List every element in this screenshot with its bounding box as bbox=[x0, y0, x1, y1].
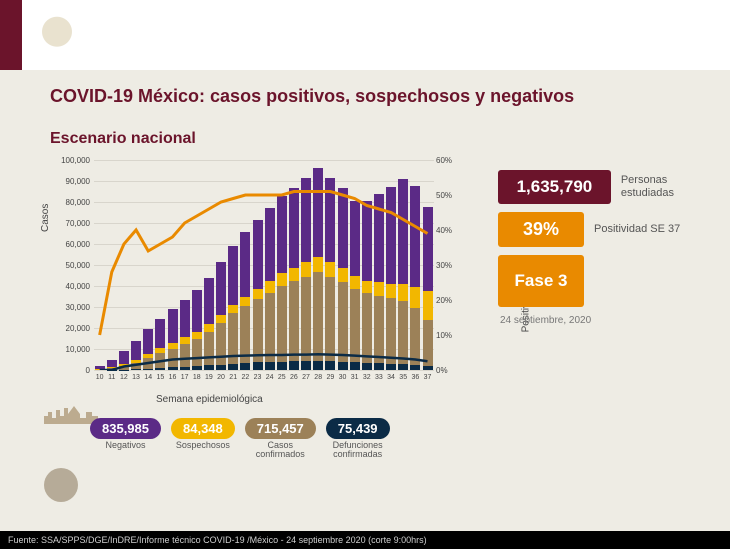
xtick-21: 21 bbox=[227, 374, 239, 381]
stat-label-0: Negativos bbox=[105, 441, 145, 450]
stat-label-1: Sospechosos bbox=[176, 441, 230, 450]
xtick-19: 19 bbox=[203, 374, 215, 381]
stat-value-2: 715,457 bbox=[245, 418, 316, 439]
ytick-right-5: 50% bbox=[436, 191, 462, 200]
stat-1: 84,348 Sospechosos bbox=[171, 418, 235, 460]
xtick-24: 24 bbox=[264, 374, 276, 381]
national-chart: Casos Positividad Semana epidemiológica … bbox=[46, 152, 476, 417]
seal-icon bbox=[24, 2, 90, 68]
personas-label: Personas estudiadas bbox=[621, 174, 710, 199]
ytick-left-10: 100,000 bbox=[58, 156, 90, 165]
ytick-right-1: 10% bbox=[436, 331, 462, 340]
xtick-34: 34 bbox=[385, 374, 397, 381]
fase-value: Fase 3 bbox=[498, 255, 584, 307]
xtick-12: 12 bbox=[118, 374, 130, 381]
ytick-left-3: 30,000 bbox=[58, 303, 90, 312]
stats-row: 835,985 Negativos 84,348 Sospechosos 715,457… bbox=[90, 418, 390, 460]
xtick-23: 23 bbox=[252, 374, 264, 381]
ytick-left-9: 90,000 bbox=[58, 177, 90, 186]
stat-value-3: 75,439 bbox=[326, 418, 390, 439]
xtick-33: 33 bbox=[373, 374, 385, 381]
side-panel: 1,635,790 Personas estudiadas 39% Positi… bbox=[498, 170, 710, 326]
xtick-14: 14 bbox=[142, 374, 154, 381]
stat-label-2: Casosconfirmados bbox=[256, 441, 305, 460]
ytick-left-0: 0 bbox=[58, 366, 90, 375]
xtick-31: 31 bbox=[349, 374, 361, 381]
ytick-left-6: 60,000 bbox=[58, 240, 90, 249]
ytick-right-2: 20% bbox=[436, 296, 462, 305]
stat-2: 715,457 Casosconfirmados bbox=[245, 418, 316, 460]
page-title: COVID-19 México: casos positivos, sospec… bbox=[50, 86, 574, 107]
personas-card: 1,635,790 Personas estudiadas bbox=[498, 170, 710, 204]
positividad-value: 39% bbox=[498, 212, 584, 247]
positividad-label: Positividad SE 37 bbox=[594, 223, 680, 236]
stat-3: 75,439 Defuncionesconfirmadas bbox=[326, 418, 390, 460]
xtick-29: 29 bbox=[324, 374, 336, 381]
xtick-25: 25 bbox=[276, 374, 288, 381]
xtick-27: 27 bbox=[300, 374, 312, 381]
xtick-35: 35 bbox=[397, 374, 409, 381]
xtick-15: 15 bbox=[154, 374, 166, 381]
ytick-right-4: 40% bbox=[436, 226, 462, 235]
x-axis-label: Semana epidemiológica bbox=[156, 394, 263, 405]
page-subtitle: Escenario nacional bbox=[50, 130, 196, 148]
xtick-10: 10 bbox=[94, 374, 106, 381]
xtick-32: 32 bbox=[361, 374, 373, 381]
header-stripe bbox=[0, 0, 22, 70]
stat-value-0: 835,985 bbox=[90, 418, 161, 439]
ytick-left-5: 50,000 bbox=[58, 261, 90, 270]
xtick-16: 16 bbox=[167, 374, 179, 381]
xtick-22: 22 bbox=[239, 374, 251, 381]
xtick-20: 20 bbox=[215, 374, 227, 381]
xtick-17: 17 bbox=[179, 374, 191, 381]
ytick-right-0: 0% bbox=[436, 366, 462, 375]
lines-overlay bbox=[94, 160, 434, 370]
xtick-36: 36 bbox=[409, 374, 421, 381]
xtick-11: 11 bbox=[106, 374, 118, 381]
ytick-left-2: 20,000 bbox=[58, 324, 90, 333]
source-footer: Fuente: SSA/SPPS/DGE/InDRE/Informe técni… bbox=[0, 531, 730, 549]
ytick-left-8: 80,000 bbox=[58, 198, 90, 207]
ytick-left-1: 10,000 bbox=[58, 345, 90, 354]
positividad-card: 39% Positividad SE 37 bbox=[498, 212, 710, 247]
xtick-13: 13 bbox=[130, 374, 142, 381]
header-bar bbox=[0, 0, 730, 70]
stat-0: 835,985 Negativos bbox=[90, 418, 161, 460]
xtick-37: 37 bbox=[422, 374, 434, 381]
plot-area bbox=[94, 160, 434, 370]
personas-value: 1,635,790 bbox=[498, 170, 611, 204]
xtick-28: 28 bbox=[312, 374, 324, 381]
side-date: 24 septiembre, 2020 bbox=[500, 315, 710, 326]
ytick-left-4: 40,000 bbox=[58, 282, 90, 291]
gov-seal-icon bbox=[44, 468, 78, 502]
xtick-26: 26 bbox=[288, 374, 300, 381]
xtick-18: 18 bbox=[191, 374, 203, 381]
ytick-right-6: 60% bbox=[436, 156, 462, 165]
fase-card: Fase 3 bbox=[498, 255, 710, 307]
y-axis-left-label: Casos bbox=[40, 204, 51, 232]
ytick-right-3: 30% bbox=[436, 261, 462, 270]
stat-value-1: 84,348 bbox=[171, 418, 235, 439]
stat-label-3: Defuncionesconfirmadas bbox=[333, 441, 383, 460]
ytick-left-7: 70,000 bbox=[58, 219, 90, 228]
xtick-30: 30 bbox=[337, 374, 349, 381]
